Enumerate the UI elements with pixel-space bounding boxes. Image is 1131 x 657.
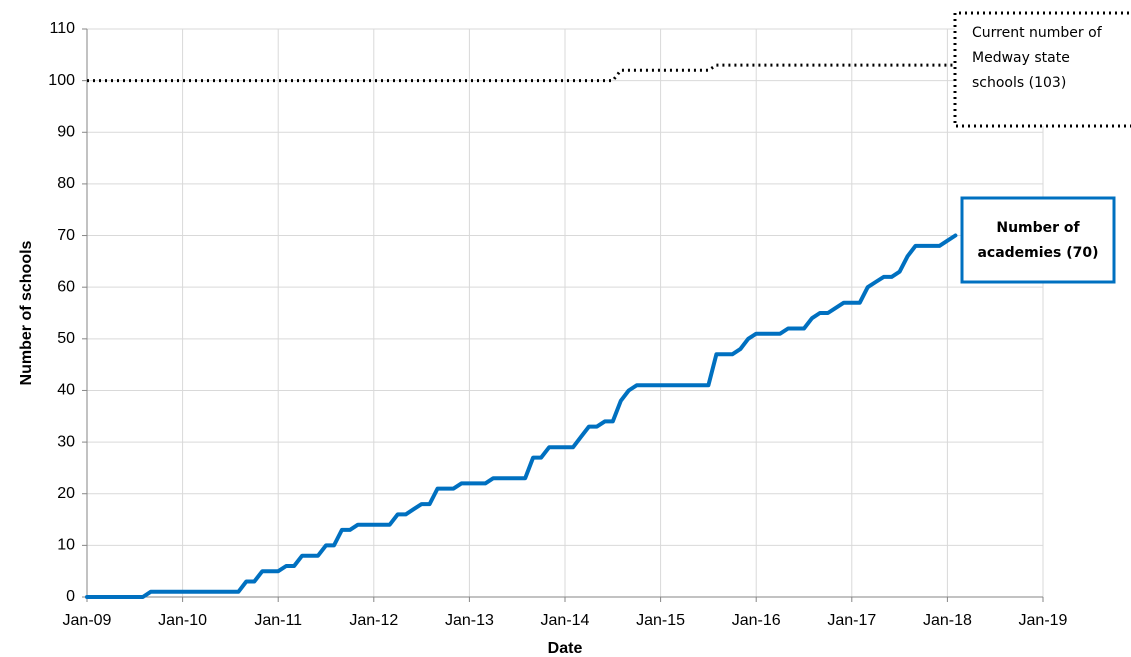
x-tick-label: Jan-10 [158,612,207,629]
y-tick-label: 80 [57,175,75,192]
x-tick-label: Jan-13 [445,612,494,629]
x-tick-label: Jan-18 [923,612,972,629]
x-tick-label: Jan-19 [1019,612,1068,629]
line [85,233,958,599]
y-tick-label: 90 [57,123,75,140]
y-tick-label: 0 [66,588,75,605]
y-tick-label: 100 [48,72,75,89]
y-tick-label: 110 [49,20,75,37]
annotation-text: schools (103) [972,75,1066,91]
plot: Current number of Medway state schools (10… [85,11,1131,599]
y-tick-label: 20 [57,485,75,502]
x-tick-label: Jan-09 [63,612,112,629]
x-tick-label: Jan-14 [541,612,590,629]
annotation-text: Number of [996,220,1080,236]
annotation-text: Current number of [972,25,1103,41]
reference-line [87,63,956,83]
y-tick-label: 50 [57,330,75,347]
annotation-box [960,196,1116,284]
x-tick-label: Jan-11 [254,612,302,629]
y-tick-label: 60 [57,278,75,295]
x-tick-label: Jan-16 [732,612,781,629]
y-tick-label: 40 [57,382,75,399]
y-axis-title: Number of schools [18,240,35,385]
x-tick-label: Jan-15 [636,612,685,629]
annotation-box [953,11,1131,128]
annotation-text: Medway state [972,50,1070,66]
y-tick-label: 30 [57,433,75,450]
x-tick-label: Jan-17 [827,612,876,629]
annotation-text: academies (70) [977,245,1098,261]
y-tick-label: 70 [57,227,75,244]
grid: 0 10 20 30 40 50 60 70 80 90 100 110 Jan-09 Jan-10 Jan… [48,20,1067,629]
x-tick-label: Jan-12 [349,612,398,629]
y-tick-label: 10 [57,537,75,554]
x-axis-title: Date [548,640,583,657]
